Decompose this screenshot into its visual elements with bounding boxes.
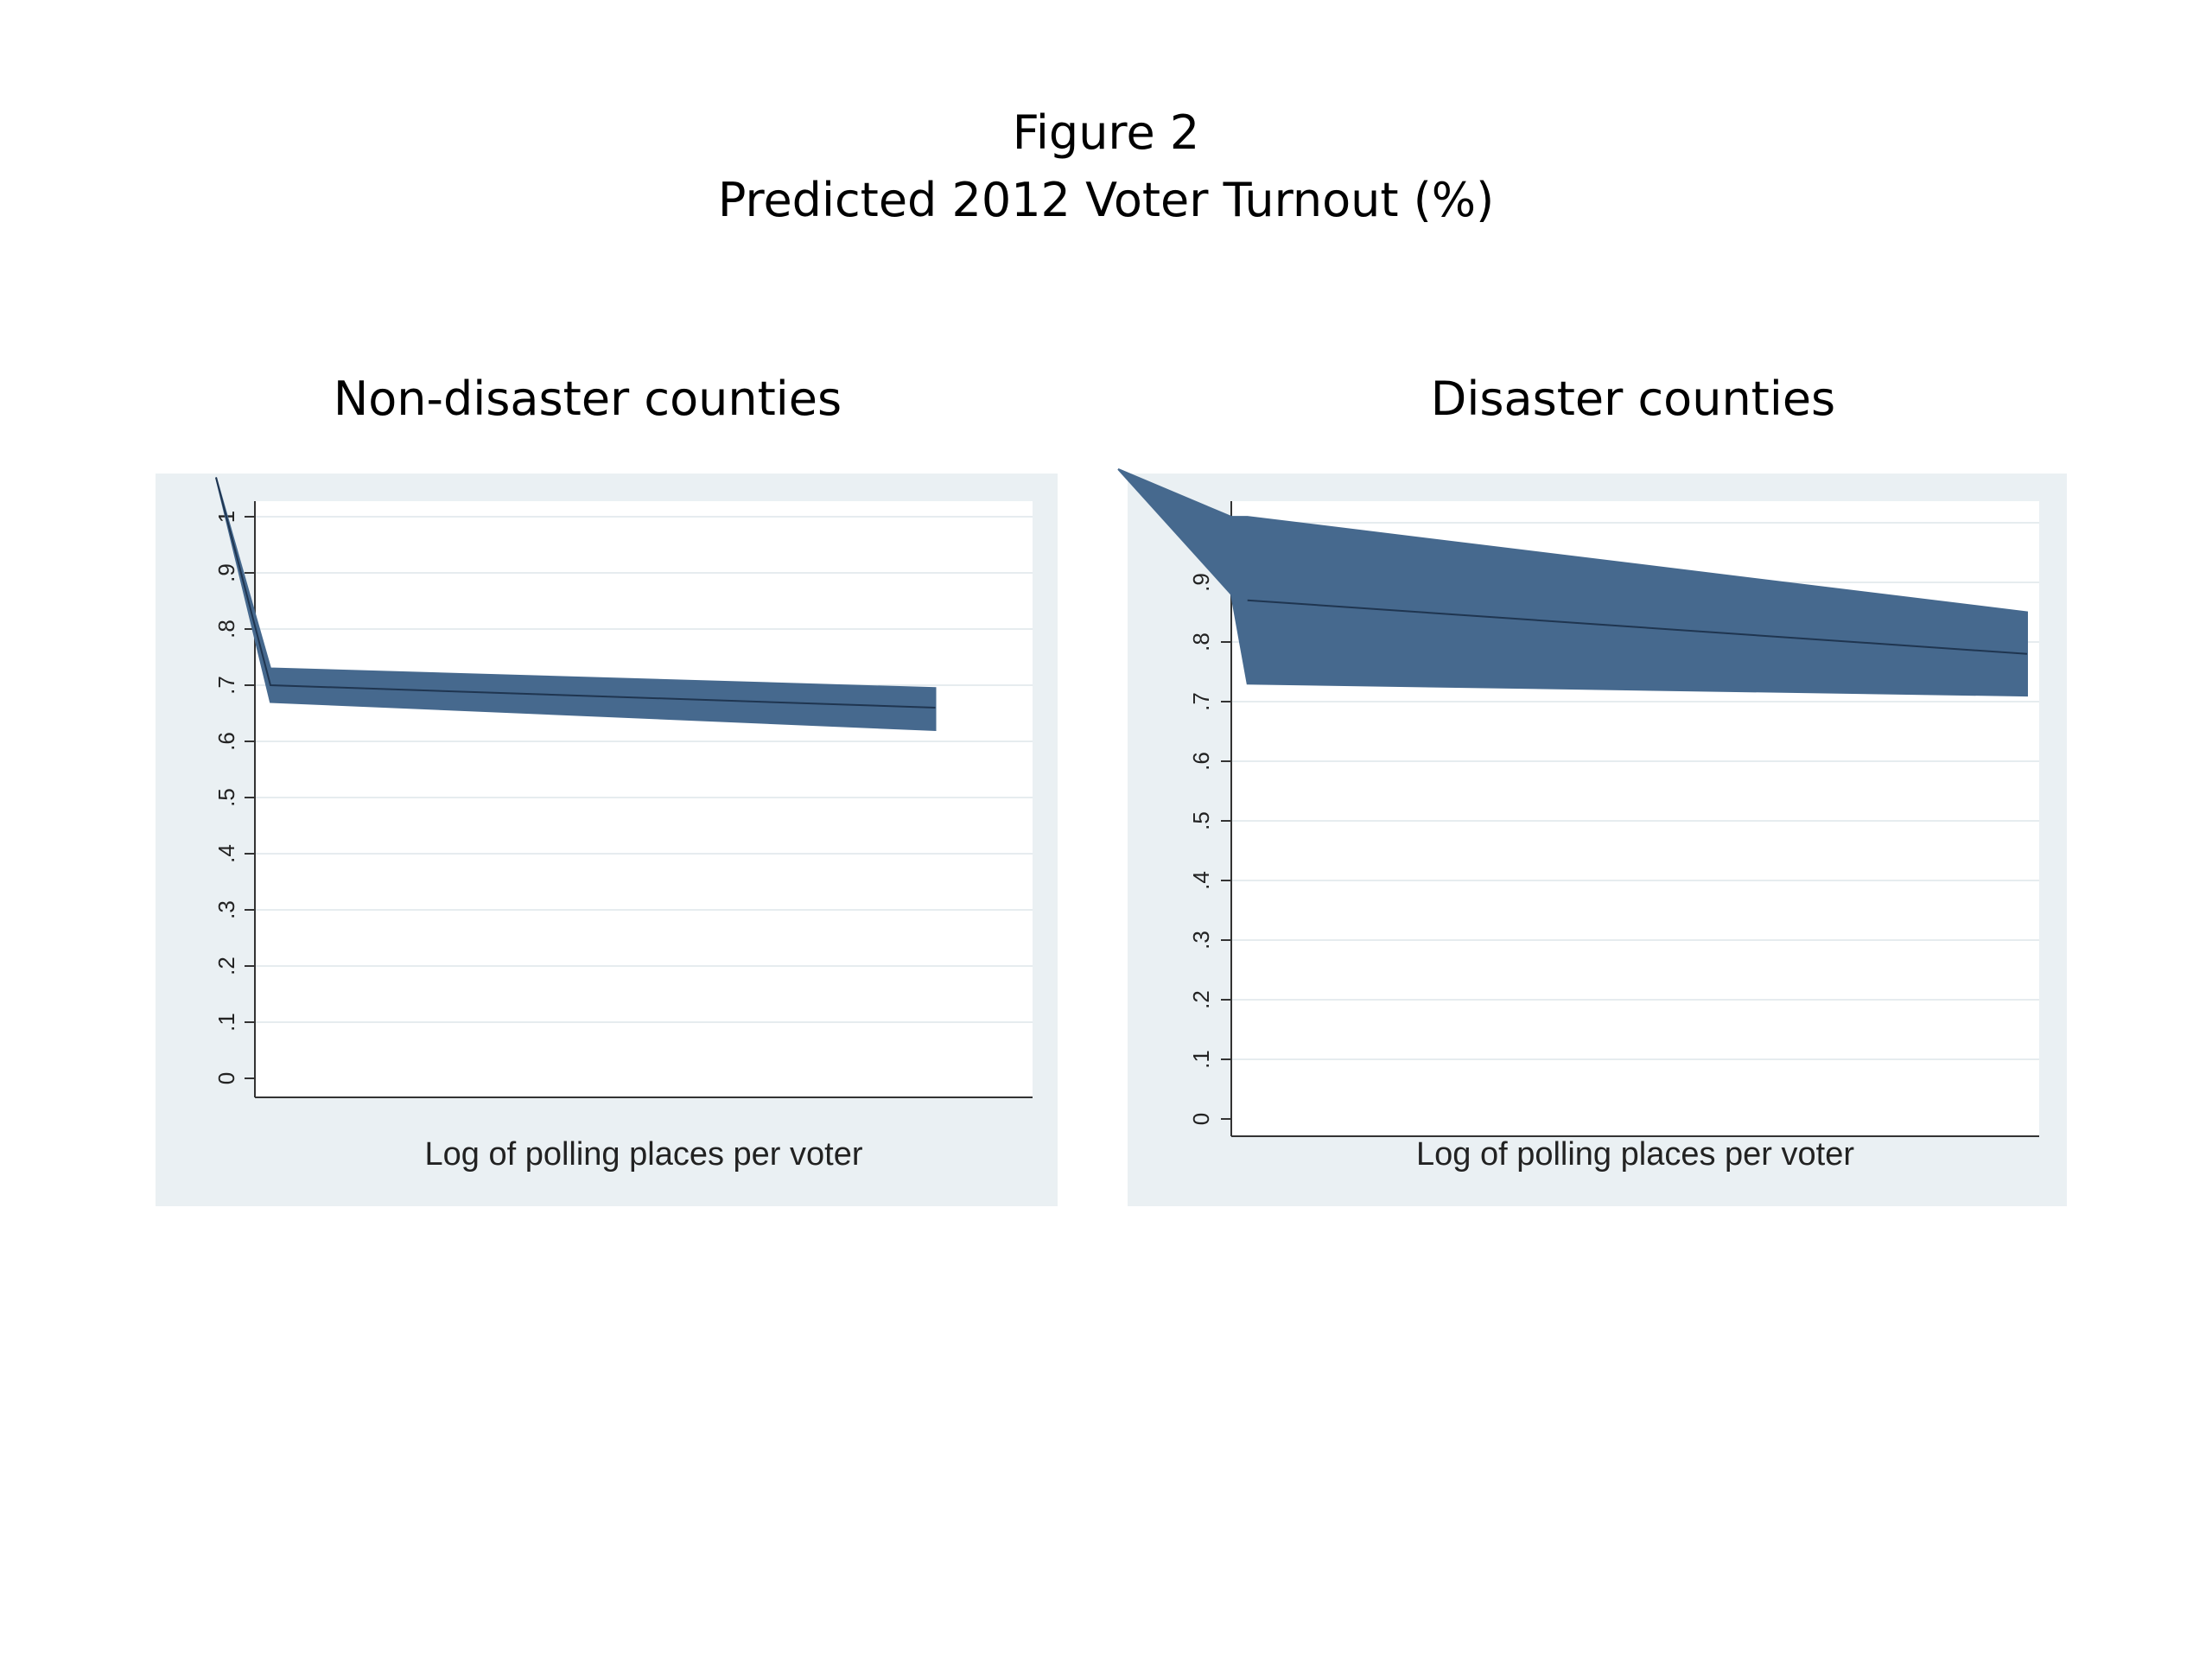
y-tick-label: .2 bbox=[1188, 990, 1214, 1009]
y-tick-label: .7 bbox=[213, 676, 239, 695]
y-tick-label: .8 bbox=[1188, 632, 1214, 652]
y-tick-label: .8 bbox=[213, 620, 239, 639]
y-tick-label: .6 bbox=[1188, 752, 1214, 771]
y-tick-label: .5 bbox=[1188, 811, 1214, 830]
y-tick-label: .3 bbox=[1188, 931, 1214, 950]
figure-subtitle: Predicted 2012 Voter Turnout (%) bbox=[717, 173, 1495, 227]
y-tick-label: .1 bbox=[1188, 1050, 1214, 1069]
predicted-line bbox=[215, 477, 936, 709]
y-tick-label: .5 bbox=[213, 788, 239, 807]
y-tick-label: .1 bbox=[213, 1013, 239, 1032]
predicted-line bbox=[1247, 599, 2028, 655]
y-tick-label: .4 bbox=[1188, 871, 1214, 890]
y-tick-label: .7 bbox=[1188, 692, 1214, 711]
plot-area bbox=[255, 501, 1033, 1097]
y-tick-label: .9 bbox=[213, 563, 239, 582]
chart-disaster: 0.1.2.3.4.5.6.7.8.91Log of polling place… bbox=[1117, 467, 2067, 1206]
y-tick-label: 0 bbox=[1188, 1113, 1214, 1125]
y-tick-label: .3 bbox=[213, 900, 239, 919]
x-axis-label: Log of polling places per voter bbox=[1416, 1136, 1854, 1173]
figure-title: Figure 2 bbox=[1012, 105, 1200, 160]
panel-title-disaster: Disaster counties bbox=[1430, 372, 1836, 426]
y-tick-label: .4 bbox=[213, 844, 239, 863]
y-tick-label: .6 bbox=[213, 732, 239, 751]
y-tick-label: .9 bbox=[1188, 573, 1214, 592]
panel-title-non-disaster: Non-disaster counties bbox=[333, 372, 842, 426]
y-tick-label: .2 bbox=[213, 957, 239, 976]
x-axis-label: Log of polling places per voter bbox=[425, 1136, 863, 1173]
y-tick-label: 0 bbox=[213, 1072, 239, 1084]
chart-non-disaster: 0.1.2.3.4.5.6.7.8.91Log of polling place… bbox=[156, 474, 1058, 1206]
